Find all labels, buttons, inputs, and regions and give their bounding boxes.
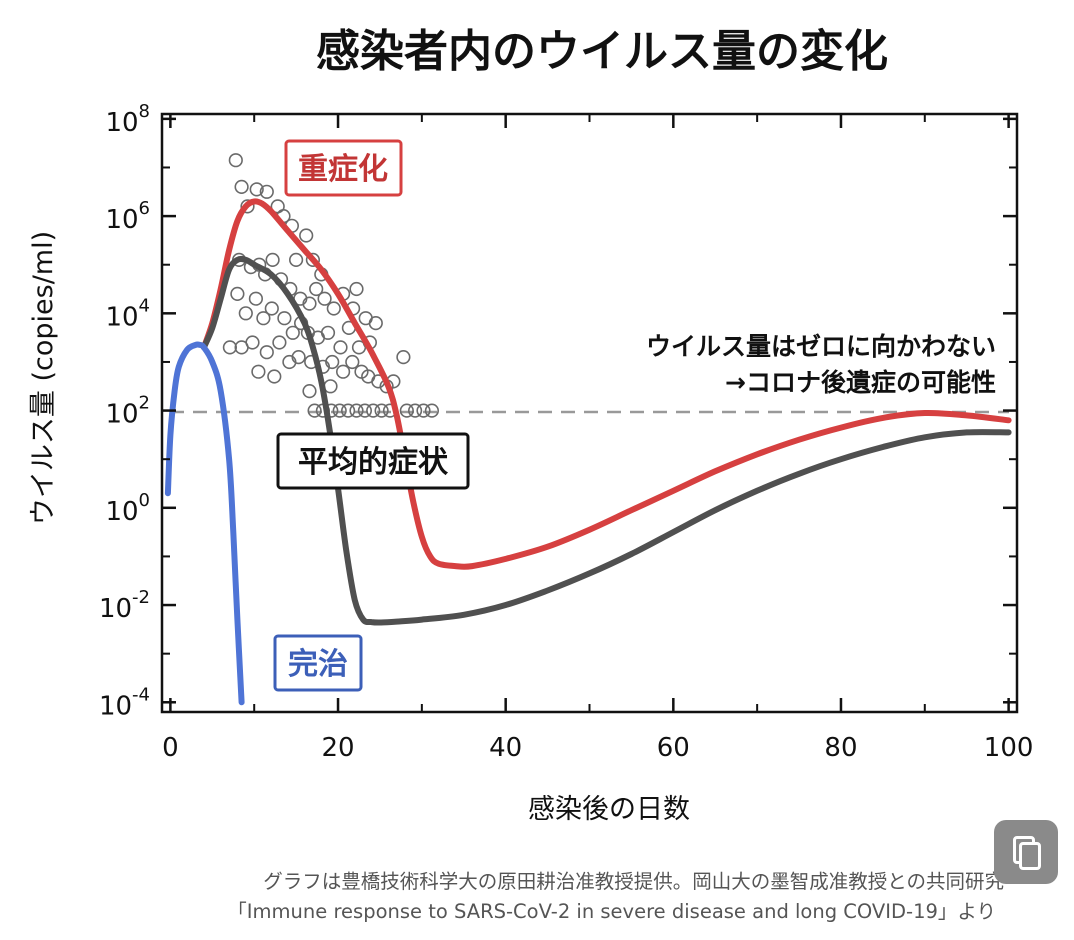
observation-point — [259, 345, 274, 360]
recovered-label-box — [273, 634, 363, 692]
plot-area: 0 20 40 60 80 100 108 106 104 102 100 10-2 10-4 — [99, 101, 1033, 763]
observation-point — [336, 364, 351, 379]
observation-point — [320, 325, 336, 340]
x-axis-label: 感染後の日数 — [528, 794, 690, 825]
observation-point — [374, 403, 389, 418]
observation-point — [325, 354, 340, 370]
observation-point — [245, 335, 260, 350]
axis-ticks: 0 20 40 60 80 100 108 106 104 102 100 10-2 10-4 — [99, 101, 1033, 763]
copy-icon — [994, 820, 1058, 884]
y-tick-label: 102 — [105, 393, 150, 430]
observation-point — [265, 252, 280, 267]
observation-point — [349, 403, 364, 418]
observation-point — [299, 228, 314, 243]
y-axis-label: ウイルス量 (copies/ml) — [28, 231, 59, 525]
observation-point — [368, 316, 383, 331]
caption-line-2: 「Immune response to SARS-CoV-2 in severe… — [227, 900, 996, 923]
annotation-line-1: ウイルス量はゼロに向かわない — [646, 332, 996, 361]
observation-point — [285, 325, 300, 340]
observation-point — [366, 403, 381, 418]
observation-point — [396, 350, 411, 365]
observation-point — [238, 306, 253, 321]
x-tick-label: 60 — [657, 733, 690, 763]
severe-label: 重症化 — [298, 152, 388, 187]
observation-point — [349, 281, 364, 297]
y-tick-label: 10-4 — [99, 684, 150, 721]
y-axis-label-text: ウイルス量 (copies/ml) — [28, 231, 59, 525]
x-tick-label: 100 — [984, 733, 1034, 763]
y-tick-label: 104 — [105, 295, 150, 332]
y-tick-label: 108 — [105, 101, 150, 138]
observation-point — [357, 403, 373, 418]
severe-label-box — [284, 139, 403, 197]
recovered-label: 完治 — [288, 647, 348, 682]
observation-point — [341, 403, 356, 418]
observation-point — [272, 335, 287, 350]
observation-point — [424, 403, 440, 418]
observation-point — [302, 296, 317, 311]
observation-point — [251, 364, 266, 379]
observation-point — [240, 199, 255, 214]
observation-point — [259, 184, 274, 199]
observation-point — [228, 153, 243, 168]
y-tick-label: 10-2 — [99, 587, 150, 624]
observation-point — [234, 179, 249, 194]
series-line-2 — [200, 255, 1012, 626]
observation-point — [345, 354, 360, 370]
y-tick-label: 106 — [105, 198, 150, 235]
observation-point — [333, 340, 348, 355]
observation-point — [264, 301, 279, 316]
observation-point — [309, 281, 324, 297]
observation-point — [416, 403, 431, 418]
observation-point — [317, 291, 332, 306]
series-lines — [164, 198, 1012, 706]
series-line-3 — [164, 341, 245, 706]
observation-point — [230, 286, 245, 302]
x-tick-label: 20 — [321, 733, 354, 763]
series-line-1 — [200, 198, 1012, 570]
observation-point — [289, 252, 304, 267]
x-tick-label: 0 — [162, 733, 179, 763]
observation-point — [249, 182, 264, 197]
observation-point — [267, 369, 282, 384]
observation-point — [291, 350, 306, 365]
observation-point — [305, 252, 321, 267]
x-tick-label: 40 — [489, 733, 522, 763]
observation-points — [222, 153, 440, 418]
observation-point — [277, 311, 292, 326]
observation-point — [248, 291, 263, 306]
observation-point — [222, 340, 237, 355]
x-tick-label: 80 — [824, 733, 857, 763]
observation-point — [408, 403, 423, 418]
y-tick-label: 100 — [105, 490, 150, 527]
copy-button[interactable] — [994, 820, 1058, 884]
observation-point — [326, 301, 341, 316]
annotation-line-2: →コロナ後遺症の可能性 — [725, 368, 996, 397]
caption-line-1: グラフは豊橋技術科学大の原田耕治准教授提供。岡山大の墨智成准教授との共同研究 — [263, 870, 1004, 893]
chart-title: 感染者内のウイルス量の変化 — [316, 26, 888, 77]
observation-point — [332, 403, 347, 418]
average-label: 平均的症状 — [298, 445, 449, 480]
average-label-box — [276, 432, 470, 490]
observation-point — [302, 384, 317, 399]
observation-point — [256, 311, 271, 326]
observation-point — [307, 403, 322, 418]
observation-point — [399, 403, 414, 418]
